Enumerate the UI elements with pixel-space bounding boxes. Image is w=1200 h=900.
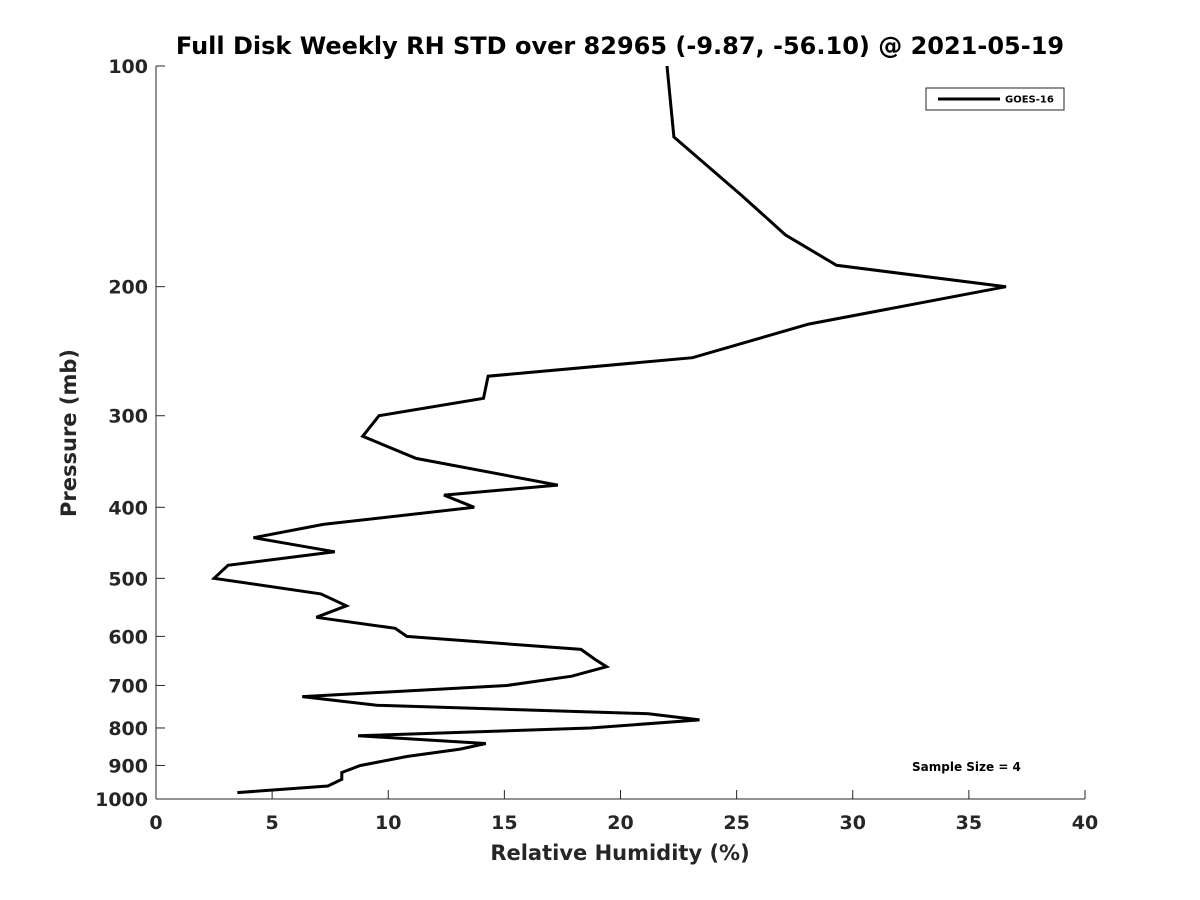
x-tick-label: 40 bbox=[1072, 812, 1098, 834]
y-tick-label: 800 bbox=[108, 718, 148, 740]
series-line-goes-16 bbox=[210, 65, 1007, 795]
x-tick-label: 0 bbox=[149, 812, 162, 834]
plot-area: 0 5 10 15 20 25 30 35 40 100 200 300 400 500 600 700 800… bbox=[95, 56, 1098, 834]
x-tick-label: 35 bbox=[956, 812, 982, 834]
x-tick-label: 20 bbox=[607, 812, 633, 834]
legend: GOES-16 bbox=[925, 87, 1065, 111]
y-tick-label: 700 bbox=[108, 675, 148, 697]
x-tick-label: 15 bbox=[491, 812, 517, 834]
y-tick-label: 900 bbox=[108, 755, 148, 777]
x-tick-label: 5 bbox=[266, 812, 279, 834]
x-tick-label: 30 bbox=[840, 812, 866, 834]
sample-size-annotation: Sample Size = 4 bbox=[912, 760, 1021, 774]
y-tick-label: 1000 bbox=[95, 789, 148, 811]
y-tick-label: 600 bbox=[108, 626, 148, 648]
y-tick-label: 200 bbox=[108, 277, 148, 299]
chart-title: Full Disk Weekly RH STD over 82965 (-9.8… bbox=[176, 32, 1064, 60]
y-tick-label: 100 bbox=[108, 56, 148, 78]
x-tick-label: 10 bbox=[375, 812, 401, 834]
y-axis-label: Pressure (mb) bbox=[57, 349, 81, 517]
legend-label-goes-16: GOES-16 bbox=[1005, 95, 1054, 106]
x-axis-label: Relative Humidity (%) bbox=[490, 841, 749, 865]
y-tick-label: 300 bbox=[108, 406, 148, 428]
y-tick-label: 500 bbox=[108, 568, 148, 590]
x-tick-label: 25 bbox=[723, 812, 749, 834]
y-tick-label: 400 bbox=[108, 497, 148, 519]
